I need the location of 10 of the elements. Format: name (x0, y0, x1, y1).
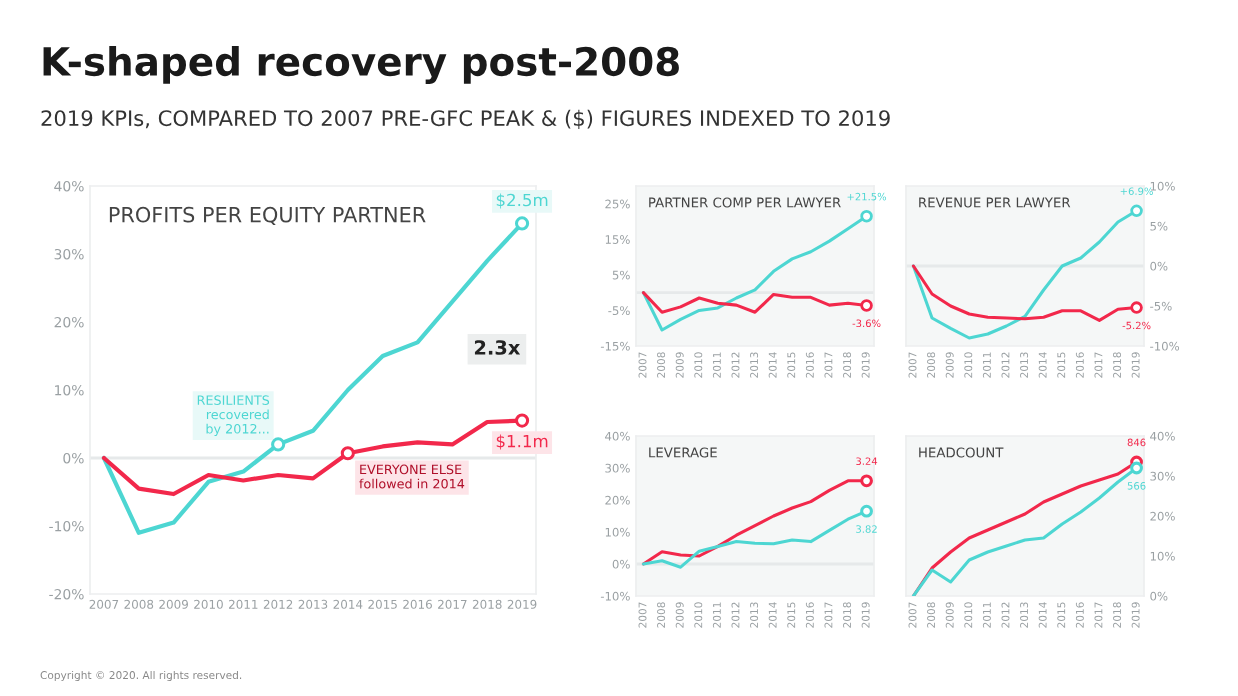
point (514, 216, 530, 231)
annotation: 2.3x (474, 340, 521, 355)
point (340, 446, 355, 461)
chart-title: K-shaped recovery post-2008 (43, 46, 679, 84)
annotation: $2.5m (496, 193, 548, 209)
point (271, 437, 286, 452)
annotation: PROFITS PER EQUITY PARTNER (109, 206, 426, 225)
annotation: $1.1m (496, 434, 548, 450)
point (514, 413, 530, 428)
chart-subtitle: 2019 KPIs, COMPARED TO 2007 PRE-GFC PEAK & ($) FIGURES INDEXED TO 2019 (41, 109, 890, 129)
